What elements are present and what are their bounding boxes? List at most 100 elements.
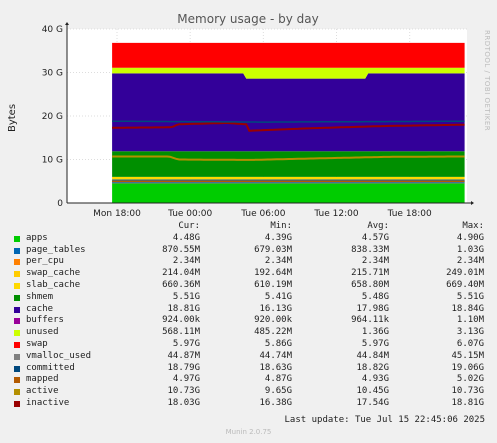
legend-item-page-tables: page_tables 870.55M 679.03M 838.33M 1.03G xyxy=(0,245,497,257)
legend-avg: 964.11k xyxy=(351,315,389,326)
legend-item-unused: unused 568.11M 485.22M 1.36G 3.13G xyxy=(0,327,497,339)
x-axis-arrow xyxy=(471,201,474,205)
legend-item-shmem: shmem 5.51G 5.41G 5.48G 5.51G xyxy=(0,292,497,304)
legend-name: per_cpu xyxy=(26,256,64,267)
legend-min: 679.03M xyxy=(254,244,292,255)
legend-avg: 10.45G xyxy=(356,386,389,397)
legend-swatch xyxy=(14,365,20,372)
legend-swatch xyxy=(14,271,20,278)
legend-cur: 18.81G xyxy=(167,303,200,314)
legend-item-vmalloc-used: vmalloc_used 44.87M 44.74M 44.84M 45.15M xyxy=(0,351,497,363)
legend-swatch xyxy=(14,330,20,337)
area-unused xyxy=(112,67,465,79)
legend-swatch xyxy=(14,235,20,242)
legend-swatch xyxy=(14,318,20,325)
y-tick-labels: 0 10 G 20 G 30 G 40 G xyxy=(42,25,64,209)
legend-swatch xyxy=(14,400,20,407)
legend-name: committed xyxy=(26,362,75,373)
legend-cur: 5.51G xyxy=(172,291,200,302)
legend-cur: 660.36M xyxy=(162,279,200,290)
legend-name: swap_cache xyxy=(26,268,81,279)
legend-name: cache xyxy=(26,303,54,314)
legend-swatch xyxy=(14,341,20,348)
line-inactive xyxy=(112,122,465,132)
y-axis-label: Bytes xyxy=(7,104,18,132)
area-apps xyxy=(112,183,465,203)
legend-name: vmalloc_used xyxy=(26,350,92,361)
legend-swatch xyxy=(14,282,20,289)
legend-max: 10.73G xyxy=(451,386,484,397)
legend-min: 192.64M xyxy=(254,268,292,279)
legend-swatch xyxy=(14,389,20,396)
area-slab-cache xyxy=(112,176,465,180)
legend-max: 18.84G xyxy=(451,303,484,314)
legend-avg: 1.36G xyxy=(361,327,389,338)
legend-name: inactive xyxy=(26,397,70,408)
legend-max: 5.02G xyxy=(456,374,484,385)
header-min: Min: xyxy=(270,221,292,231)
legend-name: mapped xyxy=(26,374,59,385)
munin-version: Munin 2.0.75 xyxy=(225,428,272,436)
x-tick-label: Mon 18:00 xyxy=(93,209,141,219)
legend-item-apps: apps 4.48G 4.39G 4.57G 4.90G xyxy=(0,233,497,245)
legend-min: 485.22M xyxy=(254,327,292,338)
legend-name: shmem xyxy=(26,291,54,302)
legend-name: active xyxy=(26,386,59,397)
line-committed xyxy=(112,120,465,123)
legend-rows: apps 4.48G 4.39G 4.57G 4.90G page_tables 870.5… xyxy=(0,233,497,410)
legend-item-active: active 10.73G 9.65G 10.45G 10.73G xyxy=(0,386,497,398)
chart-title: Memory usage - by day xyxy=(177,12,318,26)
legend-min: 4.39G xyxy=(264,232,292,243)
legend-item-committed: committed 18.79G 18.63G 18.82G 19.06G xyxy=(0,363,497,375)
legend-cur: 870.55M xyxy=(162,244,200,255)
legend-cur: 924.00k xyxy=(162,315,200,326)
area-cache xyxy=(112,73,465,152)
last-update: Last update: Tue Jul 15 22:45:06 2025 xyxy=(284,415,485,425)
legend-avg: 44.84M xyxy=(356,350,389,361)
legend-avg: 838.33M xyxy=(351,244,389,255)
x-tick-labels: Mon 18:00 Tue 00:00 Tue 06:00 Tue 12:00 Tue … xyxy=(93,209,432,219)
legend-name: unused xyxy=(26,327,59,338)
legend-avg: 4.93G xyxy=(361,374,389,385)
y-axis-arrow xyxy=(65,22,69,25)
legend-item-mapped: mapped 4.97G 4.87G 4.93G 5.02G xyxy=(0,374,497,386)
legend-cur: 18.03G xyxy=(167,397,200,408)
series-lines xyxy=(112,120,465,184)
legend-avg: 4.57G xyxy=(361,232,389,243)
legend-max: 1.10M xyxy=(456,315,484,326)
legend-cur: 568.11M xyxy=(162,327,200,338)
legend-item-cache: cache 18.81G 16.13G 17.98G 18.84G xyxy=(0,304,497,316)
y-tick-label: 30 G xyxy=(42,69,63,79)
header-cur: Cur: xyxy=(178,221,200,231)
legend-max: 5.51G xyxy=(456,291,484,302)
legend-max: 3.13G xyxy=(456,327,484,338)
legend-min: 16.13G xyxy=(259,303,292,314)
legend-swatch xyxy=(14,306,20,313)
memory-chart: Memory usage - by day Bytes RRDTOOL / TO… xyxy=(7,12,491,219)
legend-avg: 658.80M xyxy=(351,279,389,290)
legend-max: 18.81G xyxy=(451,397,484,408)
legend-avg: 215.71M xyxy=(351,268,389,279)
x-tick-label: Tue 06:00 xyxy=(240,209,285,219)
legend-cur: 4.97G xyxy=(172,374,200,385)
legend-min: 610.19M xyxy=(254,279,292,290)
legend-item-per-cpu: per_cpu 2.34M 2.34M 2.34M 2.34M xyxy=(0,256,497,268)
x-tick-label: Tue 00:00 xyxy=(167,209,212,219)
axes xyxy=(65,22,474,205)
legend-name: page_tables xyxy=(26,244,86,255)
legend-swatch xyxy=(14,353,20,360)
legend-name: swap xyxy=(26,338,48,349)
y-tick-label: 40 G xyxy=(42,25,63,35)
legend-max: 1.03G xyxy=(456,244,484,255)
legend-max: 45.15M xyxy=(451,350,484,361)
legend-cur: 5.97G xyxy=(172,338,200,349)
header-max: Max: xyxy=(462,221,484,231)
legend-max: 2.34M xyxy=(456,256,484,267)
legend-min: 920.00k xyxy=(254,315,292,326)
stacked-areas xyxy=(112,42,465,203)
legend-cur: 10.73G xyxy=(167,386,200,397)
legend-cur: 2.34M xyxy=(172,256,200,267)
legend-name: slab_cache xyxy=(26,279,81,290)
legend-swatch xyxy=(14,259,20,266)
legend-swatch xyxy=(14,247,20,254)
